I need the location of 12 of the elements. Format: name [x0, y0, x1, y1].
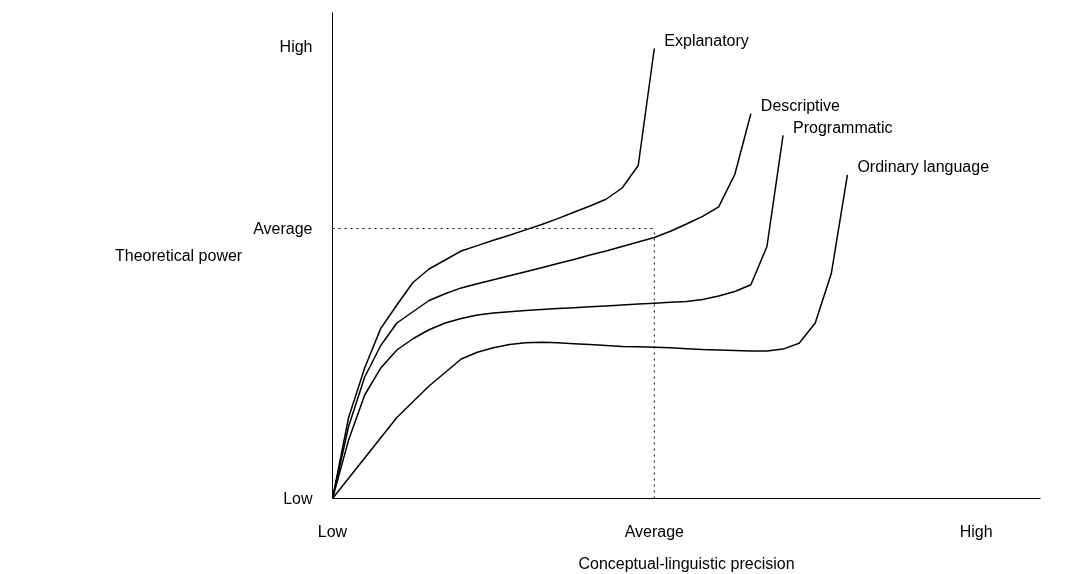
x-axis-title: Conceptual-linguistic precision	[578, 554, 795, 572]
y-axis-title: Theoretical power	[115, 247, 243, 264]
x-tick-label: Average	[624, 522, 685, 540]
series-label: Descriptive	[760, 97, 841, 115]
series-label: Explanatory	[664, 32, 749, 49]
series-label: Ordinary language	[857, 158, 990, 176]
x-tick-label: High	[959, 522, 993, 540]
series-label: Programmatic	[793, 118, 893, 136]
text: Low	[283, 490, 313, 507]
text: Average	[253, 220, 313, 237]
text: High	[279, 38, 313, 56]
x-tick-label: Low	[317, 522, 348, 540]
